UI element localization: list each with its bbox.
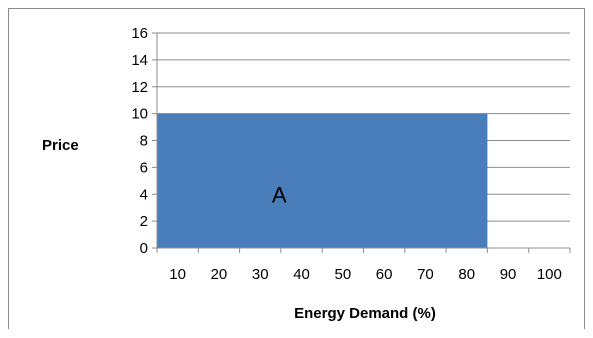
- x-axis-label: Energy Demand (%): [294, 305, 436, 322]
- y-tick-label-14: 14: [131, 52, 148, 69]
- plot-shapes: [157, 113, 488, 248]
- x-tick-label-50: 50: [335, 266, 352, 283]
- chart-frame: [8, 8, 586, 330]
- y-tick-label-6: 6: [140, 159, 148, 176]
- y-tick-label-10: 10: [131, 106, 148, 123]
- annotation-label-0: A: [272, 182, 287, 207]
- x-tick-label-60: 60: [376, 266, 393, 283]
- y-tick-label-8: 8: [140, 133, 148, 150]
- x-tick-label-30: 30: [252, 266, 269, 283]
- y-axis-label: Price: [42, 137, 79, 154]
- x-tick-label-40: 40: [293, 266, 310, 283]
- annotations: A: [272, 182, 287, 207]
- x-tick-label-20: 20: [211, 266, 228, 283]
- tick-labels: 0 2 4 6 8 10 12 14 16 10 20 30 40 50 60 70 80 90 100: [131, 25, 562, 283]
- x-tick-label-100: 100: [537, 266, 562, 283]
- y-tick-label-4: 4: [140, 186, 148, 203]
- y-tick-label-16: 16: [131, 25, 148, 42]
- x-tick-label-70: 70: [417, 266, 434, 283]
- y-tick-label-2: 2: [140, 213, 148, 230]
- chart-border: [8, 8, 585, 329]
- y-tick-label-12: 12: [131, 79, 148, 96]
- x-tick-label-10: 10: [169, 266, 186, 283]
- area-region-0: [157, 113, 488, 248]
- axes: [152, 32, 571, 253]
- y-tick-label-0: 0: [140, 240, 148, 257]
- x-tick-label-80: 80: [458, 266, 475, 283]
- x-tick-label-90: 90: [500, 266, 517, 283]
